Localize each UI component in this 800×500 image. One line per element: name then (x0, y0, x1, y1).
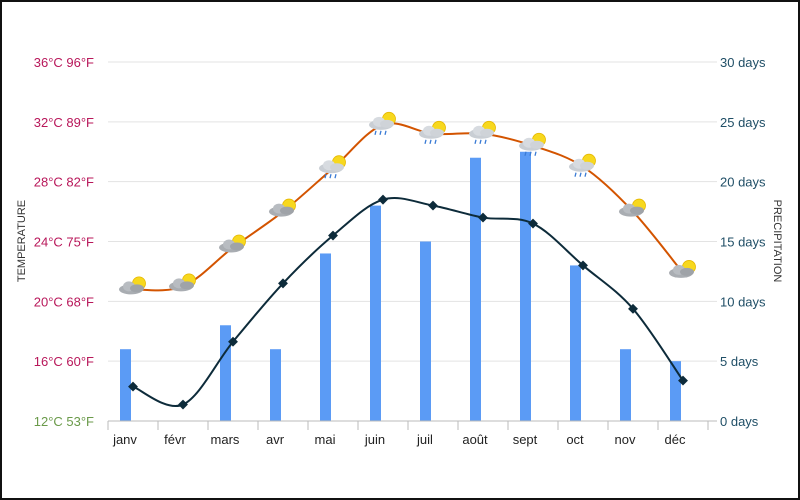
sun-cloud-rain-icon (519, 132, 546, 156)
min-temperature-points (128, 194, 688, 410)
sun-cloud-rain-icon (419, 120, 446, 144)
left-tick-label: 32°C 89°F (34, 115, 94, 130)
precipitation-bar (520, 151, 531, 421)
sun-cloud-icon (269, 198, 296, 217)
left-tick-label: 24°C 75°F (34, 235, 94, 250)
sun-cloud-icon (169, 273, 196, 292)
x-tick-label: nov (615, 432, 636, 447)
x-tick-label: août (462, 432, 488, 447)
x-tick-label: oct (566, 432, 584, 447)
min-temperature-point (628, 303, 638, 314)
min-temperature-point (528, 218, 538, 229)
right-tick-label: 10 days (720, 294, 766, 309)
x-tick-label: févr (164, 432, 186, 447)
min-temperature-point (428, 200, 438, 211)
precipitation-bar (370, 205, 381, 421)
min-temperature-line (132, 197, 684, 408)
sun-cloud-rain-icon (319, 155, 346, 179)
x-tick-label: sept (513, 432, 538, 447)
min-temperature-point (578, 260, 588, 271)
left-tick-label: 12°C 53°F (34, 414, 94, 429)
min-temperature-point (128, 381, 138, 392)
max-temperature-line (132, 122, 684, 292)
min-temperature-point (378, 194, 388, 205)
sun-cloud-icon (619, 198, 646, 217)
min-temperature-point (678, 375, 688, 386)
x-tick-label: mars (211, 432, 240, 447)
precipitation-bar (420, 241, 431, 421)
right-tick-label: 30 days (720, 55, 766, 70)
x-tick-label: mai (315, 432, 336, 447)
right-tick-label: 0 days (720, 414, 759, 429)
precipitation-bar (220, 325, 231, 421)
weather-icons (119, 111, 696, 295)
min-temperature-point (278, 278, 288, 289)
x-tick-label: déc (665, 432, 686, 447)
min-temperature-point (328, 230, 338, 241)
right-tick-label: 5 days (720, 354, 759, 369)
min-temperature-point (178, 399, 188, 410)
precipitation-bars (120, 151, 681, 421)
x-tick-label: juil (416, 432, 433, 447)
sun-cloud-icon (669, 260, 696, 278)
sun-cloud-rain-icon (469, 120, 496, 144)
left-tick-label: 28°C 82°F (34, 175, 94, 190)
left-tick-label: 16°C 60°F (34, 354, 94, 369)
left-tick-label: 36°C 96°F (34, 55, 94, 70)
left-axis-title: TEMPERATURE (16, 200, 28, 282)
precipitation-bar (120, 349, 131, 421)
sun-cloud-icon (119, 276, 146, 295)
precipitation-bar (470, 157, 481, 421)
right-axis-title: PRECIPITATION (771, 200, 783, 283)
min-temperature-point (228, 336, 238, 347)
x-tick-label: avr (266, 432, 285, 447)
min-temperature-point (478, 212, 488, 223)
sun-cloud-icon (219, 234, 246, 253)
grid-lines (108, 61, 717, 362)
precipitation-bar (620, 349, 631, 421)
precipitation-bar (320, 253, 331, 421)
x-tick-label: juin (364, 432, 385, 447)
precipitation-bar (270, 349, 281, 421)
precipitation-bar (670, 361, 681, 421)
x-tick-label: janv (112, 432, 137, 447)
right-tick-label: 15 days (720, 235, 766, 250)
precipitation-bar (570, 265, 581, 421)
left-tick-label: 20°C 68°F (34, 294, 94, 309)
right-tick-label: 25 days (720, 115, 766, 130)
axes: 12°C 53°F 16°C 60°F 20°C 68°F 24°C 75°F 28°C… (34, 55, 766, 447)
sun-cloud-rain-icon (369, 111, 396, 135)
sun-cloud-rain-icon (569, 153, 596, 177)
right-tick-label: 20 days (720, 175, 766, 190)
